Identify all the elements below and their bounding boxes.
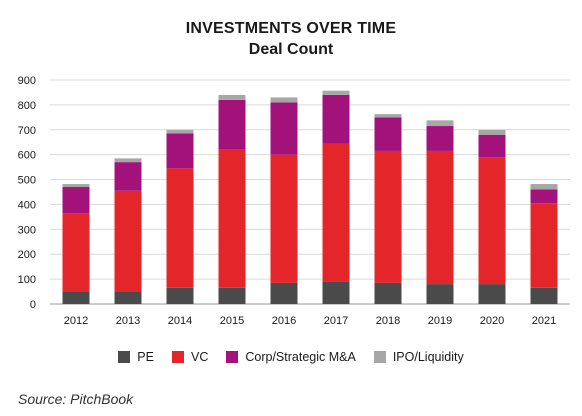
legend-label: Corp/Strategic M&A xyxy=(245,350,356,364)
legend-item: Corp/Strategic M&A xyxy=(226,350,356,364)
bar-corp-strategic-m-a-2012 xyxy=(62,187,90,214)
y-tick-label: 600 xyxy=(18,150,36,162)
y-axis-ticks: 0 100 200 300 400 500 600 700 800 900 xyxy=(18,75,36,311)
x-tick-label: 2020 xyxy=(480,315,504,327)
x-axis-ticks: 2012 2013 2014 2015 2016 2017 2018 2019 2020 2021 xyxy=(64,315,556,327)
bar-corp-strategic-m-a-2013 xyxy=(114,162,142,191)
bar-vc-2012 xyxy=(62,213,90,292)
bar-vc-2014 xyxy=(166,168,194,288)
bar-pe-2019 xyxy=(426,284,454,304)
bar-pe-2012 xyxy=(62,291,90,304)
y-tick-label: 0 xyxy=(30,299,36,311)
bar-pe-2014 xyxy=(166,287,194,304)
bar-corp-strategic-m-a-2021 xyxy=(530,189,558,204)
x-tick-label: 2013 xyxy=(116,315,140,327)
bar-ipo-liquidity-2015 xyxy=(218,94,246,100)
bar-vc-2015 xyxy=(218,149,246,288)
bar-corp-strategic-m-a-2015 xyxy=(218,99,246,150)
legend-item: IPO/Liquidity xyxy=(373,350,464,364)
bar-ipo-liquidity-2017 xyxy=(322,90,350,95)
y-tick-label: 200 xyxy=(18,249,36,261)
x-tick-label: 2021 xyxy=(532,315,556,327)
bar-corp-strategic-m-a-2016 xyxy=(270,102,298,155)
bar-ipo-liquidity-2013 xyxy=(114,158,142,163)
y-tick-label: 100 xyxy=(18,274,36,286)
chart-subtitle: Deal Count xyxy=(248,41,334,58)
bar-vc-2017 xyxy=(322,143,350,282)
y-tick-label: 400 xyxy=(18,199,36,211)
bar-pe-2013 xyxy=(114,291,142,304)
legend-swatch xyxy=(171,351,184,363)
bar-ipo-liquidity-2018 xyxy=(374,114,402,118)
bar-vc-2013 xyxy=(114,190,142,292)
legend: PE VC Corp/Strategic M&A IPO/Liquidity xyxy=(0,350,582,364)
bar-corp-strategic-m-a-2014 xyxy=(166,133,194,169)
bar-corp-strategic-m-a-2019 xyxy=(426,126,454,151)
bar-pe-2015 xyxy=(218,287,246,304)
bar-pe-2018 xyxy=(374,282,402,304)
x-tick-label: 2014 xyxy=(168,315,192,327)
chart-title: INVESTMENTS OVER TIME xyxy=(185,20,397,37)
bar-ipo-liquidity-2016 xyxy=(270,97,298,103)
y-tick-label: 700 xyxy=(18,125,36,137)
bar-vc-2016 xyxy=(270,154,298,283)
legend-label: PE xyxy=(137,350,154,364)
x-tick-label: 2012 xyxy=(64,315,88,327)
bar-ipo-liquidity-2021 xyxy=(530,184,558,190)
bar-ipo-liquidity-2014 xyxy=(166,129,194,134)
y-tick-label: 500 xyxy=(18,175,36,187)
x-tick-label: 2016 xyxy=(272,315,296,327)
bar-vc-2019 xyxy=(426,150,454,285)
bar-ipo-liquidity-2012 xyxy=(62,184,90,188)
source-note: Source: PitchBook xyxy=(18,391,134,407)
x-tick-label: 2015 xyxy=(220,315,244,327)
legend-swatch xyxy=(226,351,239,363)
bar-vc-2018 xyxy=(374,150,402,283)
legend-label: IPO/Liquidity xyxy=(392,350,464,364)
bar-ipo-liquidity-2019 xyxy=(426,120,454,127)
x-tick-label: 2018 xyxy=(376,315,400,327)
legend-label: VC xyxy=(190,350,209,364)
legend-item: PE xyxy=(118,350,154,364)
x-tick-label: 2019 xyxy=(428,315,452,327)
bar-pe-2017 xyxy=(322,281,350,304)
x-tick-label: 2017 xyxy=(324,315,348,327)
bar-corp-strategic-m-a-2020 xyxy=(478,134,506,158)
legend-swatch xyxy=(373,351,386,363)
y-tick-label: 800 xyxy=(18,100,36,112)
bar-pe-2020 xyxy=(478,284,506,304)
legend-item: VC xyxy=(171,350,209,364)
bars xyxy=(62,90,558,304)
bar-corp-strategic-m-a-2018 xyxy=(374,117,402,151)
y-tick-label: 900 xyxy=(18,75,36,87)
bar-ipo-liquidity-2020 xyxy=(478,129,506,135)
legend-swatch xyxy=(118,351,131,363)
bar-corp-strategic-m-a-2017 xyxy=(322,94,350,144)
bar-pe-2016 xyxy=(270,282,298,304)
bar-vc-2020 xyxy=(478,157,506,285)
y-tick-label: 300 xyxy=(18,224,36,236)
bar-pe-2021 xyxy=(530,287,558,304)
bar-vc-2021 xyxy=(530,203,558,288)
